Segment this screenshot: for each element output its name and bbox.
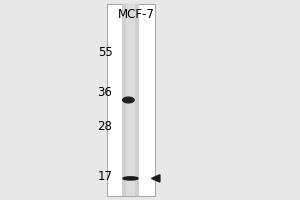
Text: 55: 55 <box>98 46 112 58</box>
Bar <box>126 4 135 196</box>
Bar <box>122 4 139 196</box>
Ellipse shape <box>123 97 134 103</box>
Text: MCF-7: MCF-7 <box>118 7 155 21</box>
Bar <box>106 4 154 196</box>
Ellipse shape <box>123 177 138 180</box>
Polygon shape <box>152 175 160 182</box>
Text: 17: 17 <box>98 170 112 184</box>
Text: 28: 28 <box>98 119 112 132</box>
Text: 36: 36 <box>98 86 112 99</box>
